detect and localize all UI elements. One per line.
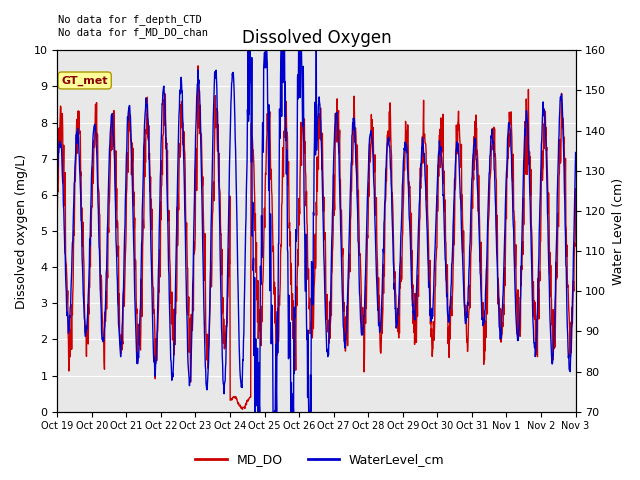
MD_DO <box>511 218 518 224</box>
WaterLevel_cm <box>397 226 405 231</box>
Text: No data for f_depth_CTD
No data for f_MD_DO_chan: No data for f_depth_CTD No data for f_MD… <box>58 14 207 38</box>
WaterLevel_cm <box>169 371 177 376</box>
Y-axis label: Water Level (cm): Water Level (cm) <box>612 178 625 285</box>
WaterLevel_cm <box>244 48 252 53</box>
WaterLevel_cm <box>156 198 164 204</box>
WaterLevel_cm <box>53 177 61 182</box>
Title: Dissolved Oxygen: Dissolved Oxygen <box>242 29 391 48</box>
WaterLevel_cm <box>465 266 473 272</box>
Y-axis label: Dissolved oxygen (mg/L): Dissolved oxygen (mg/L) <box>15 154 28 309</box>
WaterLevel_cm <box>511 274 518 280</box>
MD_DO <box>572 186 579 192</box>
MD_DO <box>239 407 246 412</box>
MD_DO <box>397 254 405 260</box>
WaterLevel_cm <box>227 119 234 124</box>
WaterLevel_cm <box>572 150 579 156</box>
Line: WaterLevel_cm: WaterLevel_cm <box>57 50 575 412</box>
Legend: MD_DO, WaterLevel_cm: MD_DO, WaterLevel_cm <box>190 448 450 471</box>
MD_DO <box>53 210 61 216</box>
Text: GT_met: GT_met <box>61 75 108 85</box>
WaterLevel_cm <box>251 409 259 415</box>
MD_DO <box>156 265 164 271</box>
Line: MD_DO: MD_DO <box>57 66 575 409</box>
MD_DO <box>195 63 202 69</box>
MD_DO <box>227 397 235 403</box>
MD_DO <box>465 308 473 313</box>
MD_DO <box>169 337 177 343</box>
